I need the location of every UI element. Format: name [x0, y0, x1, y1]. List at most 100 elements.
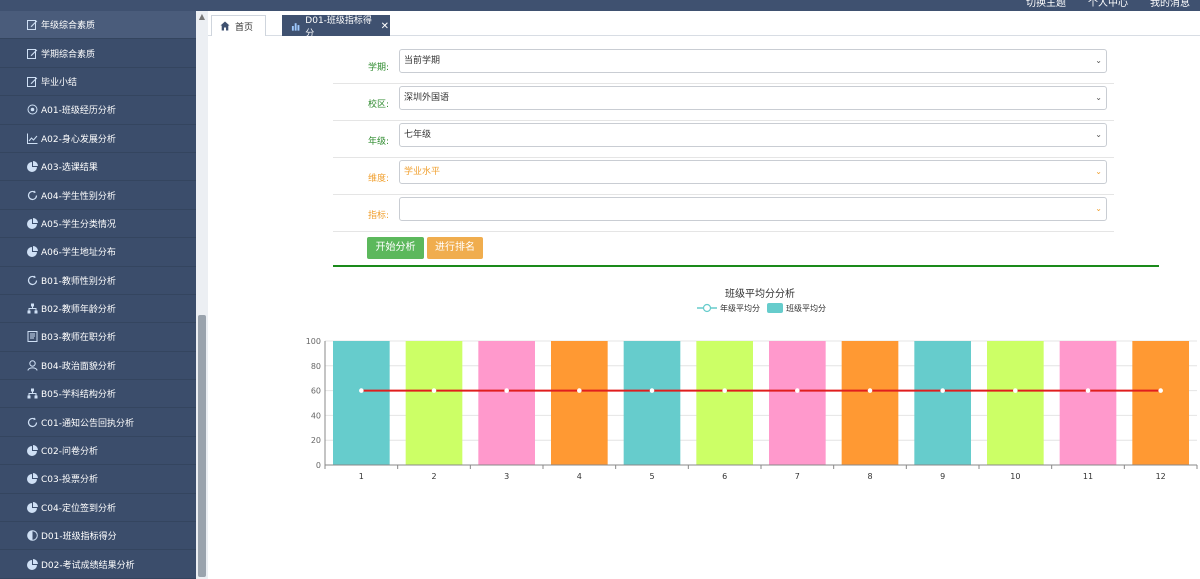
scroll-up-arrow-icon[interactable]: ▲ [198, 12, 206, 21]
dimension-value: 学业水平 [404, 167, 441, 177]
sidebar-item-label: A03-选课结果 [41, 163, 98, 174]
x-tick-label: 7 [795, 472, 800, 481]
sidebar-item[interactable]: 年级综合素质 [0, 11, 196, 40]
sidebar-item[interactable]: B01-教师性别分析 [0, 267, 196, 295]
pie-chart-icon [27, 217, 38, 229]
legend-bar-swatch [767, 303, 783, 313]
sidebar: 年级综合素质 学期综合素质毕业小结 A01-班级经历分析 A02-身心发展分析 A03-… [0, 11, 196, 579]
sidebar-item[interactable]: A06-学生地址分布 [0, 238, 196, 267]
term-value: 当前学期 [404, 56, 441, 66]
line-point [649, 388, 655, 393]
grade-label: 年级: [368, 137, 390, 147]
tab-home[interactable]: 首页 [211, 15, 266, 36]
sidebar-item[interactable]: C03-投票分析 [0, 465, 196, 494]
campus-label: 校区: [368, 100, 390, 110]
refresh-icon [27, 417, 38, 428]
sidebar-item-label: B05-学科结构分析 [41, 390, 116, 401]
indicator-select[interactable]: ⌄ [399, 197, 1107, 221]
x-tick-label: 1 [359, 472, 364, 481]
line-point [1158, 388, 1163, 393]
sidebar-item[interactable]: B04-政治面貌分析 [0, 352, 196, 381]
x-tick-label: 12 [1156, 472, 1166, 481]
sidebar-item[interactable]: A01-班级经历分析 [0, 96, 196, 125]
chart-title: 班级平均分分析 [725, 287, 795, 300]
sidebar-item[interactable]: B05-学科结构分析 [0, 380, 196, 409]
pie-chart-icon [27, 246, 38, 258]
bar [623, 341, 681, 465]
messages-link[interactable]: 我的消息 [1150, 0, 1190, 9]
legend-line-marker [702, 303, 712, 313]
sidebar-item[interactable]: B02-教师年龄分析 [0, 295, 196, 324]
bar [914, 341, 971, 465]
bar [405, 341, 463, 465]
sidebar-item[interactable]: C04-定位签到分析 [0, 494, 196, 523]
pie-chart-icon [27, 161, 38, 173]
sidebar-item-label: 年级综合素质 [41, 21, 96, 32]
tab-d01[interactable]: D01-班级指标得分 ✕ [282, 15, 390, 39]
sidebar-item-label: A01-班级经历分析 [41, 106, 116, 117]
campus-select[interactable]: 深圳外国语 ⌄ [399, 86, 1107, 110]
line-point [359, 388, 364, 393]
campus-row: 校区: 深圳外国语 ⌄ [333, 84, 1114, 121]
sidebar-item-label: B03-教师在职分析 [41, 333, 116, 344]
profile-link[interactable]: 个人中心 [1088, 0, 1128, 9]
sidebar-item[interactable]: C01-通知公告回执分析 [0, 408, 196, 437]
sidebar-item-label: 学期综合素质 [41, 49, 96, 60]
sidebar-item-label: A02-身心发展分析 [41, 134, 116, 145]
scroll-thumb[interactable] [198, 315, 206, 577]
y-tick-label: 60 [311, 387, 321, 396]
sidebar-item[interactable]: A03-选课结果 [0, 153, 196, 182]
sidebar-item[interactable]: 学期综合素质 [0, 39, 196, 68]
top-bar: 切换主题 个人中心 我的消息 [0, 0, 1200, 11]
bar [333, 341, 390, 465]
sidebar-item[interactable]: A05-学生分类情况 [0, 210, 196, 239]
sidebar-item[interactable]: D02-考试成绩结果分析 [0, 550, 196, 579]
sidebar-item[interactable]: C02-问卷分析 [0, 437, 196, 466]
sidebar-item[interactable]: B03-教师在职分析 [0, 323, 196, 352]
top-nav: 切换主题 个人中心 我的消息 [1026, 0, 1190, 11]
x-tick-label: 6 [722, 472, 727, 481]
dimension-row: 维度: 学业水平 ⌄ [333, 158, 1114, 195]
sidebar-item[interactable]: D01-班级指标得分 [0, 522, 196, 551]
sidebar-item-label: A06-学生地址分布 [41, 248, 116, 259]
switch-theme-link[interactable]: 切换主题 [1026, 0, 1066, 9]
close-icon[interactable]: ✕ [380, 20, 389, 32]
sidebar-item-label: A05-学生分类情况 [41, 219, 116, 230]
tab-home-label: 首页 [235, 22, 254, 33]
chevron-down-icon: ⌄ [1095, 56, 1102, 65]
line-point [867, 388, 873, 393]
sidebar-item-label: B01-教师性别分析 [41, 276, 116, 287]
x-tick-label: 10 [1010, 472, 1020, 481]
line-point [1013, 388, 1018, 393]
sidebar-item-label: C02-问卷分析 [41, 447, 98, 458]
dimension-label: 维度: [368, 174, 390, 184]
term-select[interactable]: 当前学期 ⌄ [399, 49, 1107, 73]
grade-select[interactable]: 七年级 ⌄ [399, 123, 1107, 147]
x-tick-label: 9 [940, 472, 945, 481]
pie-chart-icon [27, 501, 38, 513]
bar [987, 341, 1044, 465]
refresh-icon [27, 275, 38, 286]
ranking-button[interactable]: 进行排名 [427, 237, 483, 259]
x-tick-label: 3 [504, 472, 509, 481]
edit-icon [27, 48, 38, 59]
sidebar-item[interactable]: 毕业小结 [0, 68, 196, 97]
sidebar-item-label: D02-考试成绩结果分析 [41, 560, 135, 571]
sidebar-item[interactable]: A02-身心发展分析 [0, 125, 196, 153]
sidebar-item-label: C04-定位签到分析 [41, 503, 116, 514]
dimension-select[interactable]: 学业水平 ⌄ [399, 160, 1107, 184]
sidebar-scrollbar[interactable]: ▲ [196, 11, 208, 579]
start-analysis-button[interactable]: 开始分析 [367, 237, 424, 259]
line-point [431, 388, 437, 393]
y-tick-label: 100 [306, 337, 321, 346]
campus-value: 深圳外国语 [404, 93, 450, 103]
line-point [1085, 388, 1091, 393]
x-tick-label: 4 [577, 472, 582, 481]
sidebar-item[interactable]: A04-学生性别分析 [0, 181, 196, 210]
bar [696, 341, 753, 465]
sidebar-item-label: B02-教师年龄分析 [41, 305, 116, 316]
bar [1059, 341, 1117, 465]
pie-chart-icon [27, 445, 38, 457]
tab-d01-label: D01-班级指标得分 [305, 16, 372, 39]
